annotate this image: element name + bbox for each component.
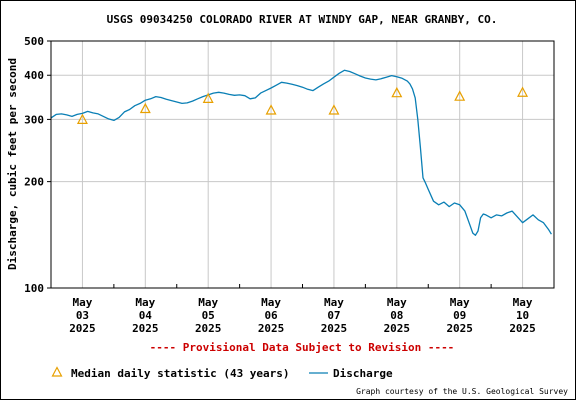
y-tick-label: 300 — [24, 113, 44, 126]
x-tick-label: May — [387, 296, 407, 309]
x-axis-ticks: May032025May042025May052025May062025May0… — [69, 284, 555, 335]
x-tick-label: 10 — [516, 309, 529, 322]
y-tick-label: 400 — [24, 69, 44, 82]
x-tick-label: 2025 — [69, 322, 96, 335]
median-marker — [139, 102, 151, 114]
x-tick-label: May — [324, 296, 344, 309]
series-layer — [50, 69, 552, 236]
median-marker — [517, 86, 529, 97]
x-tick-label: 2025 — [195, 322, 222, 335]
x-tick-label: 2025 — [132, 322, 159, 335]
x-tick-label: May — [135, 296, 155, 309]
graph-credit: Graph courtesy of the U.S. Geological Su… — [356, 387, 568, 396]
median-marker — [76, 113, 88, 124]
x-tick-label: May — [73, 296, 93, 309]
x-tick-label: 07 — [327, 309, 340, 322]
plot-background — [51, 41, 554, 288]
legend: Median daily statistic (43 years) Discha… — [51, 366, 393, 380]
x-tick-label: 09 — [453, 309, 466, 322]
legend-median-triangle-icon — [51, 366, 63, 377]
x-tick-label: 08 — [390, 309, 403, 322]
median-marker — [202, 92, 214, 103]
y-axis-ticks: 100 200 300 400 500 — [24, 35, 51, 295]
legend-median-label: Median daily statistic (43 years) — [71, 367, 290, 380]
x-tick-label: 06 — [264, 309, 278, 322]
median-marker — [391, 86, 403, 98]
x-tick-label: 04 — [139, 309, 153, 322]
x-tick-label: 2025 — [384, 322, 411, 335]
y-axis-label: Discharge, cubic feet per second — [6, 58, 19, 270]
provisional-notice: ---- Provisional Data Subject to Revisio… — [150, 341, 455, 354]
y-tick-label: 500 — [24, 35, 44, 48]
median-marker — [454, 90, 466, 101]
chart-title: USGS 09034250 COLORADO RIVER AT WINDY GA… — [107, 13, 498, 26]
median-marker — [265, 104, 277, 115]
median-marker — [328, 104, 340, 115]
x-tick-label: May — [198, 296, 218, 309]
y-tick-label: 100 — [24, 282, 44, 295]
x-tick-label: May — [513, 296, 533, 309]
y-tick-label: 200 — [24, 176, 44, 189]
legend-discharge-label: Discharge — [333, 367, 393, 380]
discharge-line — [50, 69, 552, 236]
x-tick-label: 2025 — [321, 322, 348, 335]
x-tick-label: 2025 — [258, 322, 285, 335]
x-tick-label: 2025 — [509, 322, 536, 335]
x-tick-label: May — [261, 296, 281, 309]
x-tick-label: 03 — [76, 309, 89, 322]
x-tick-label: 05 — [202, 309, 215, 322]
plot-area — [51, 41, 554, 288]
x-tick-label: May — [450, 296, 470, 309]
x-tick-label: 2025 — [446, 322, 473, 335]
